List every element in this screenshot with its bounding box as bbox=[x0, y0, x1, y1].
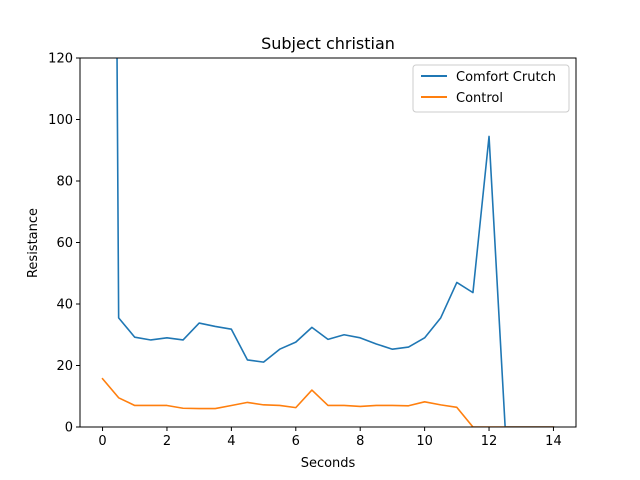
legend-box bbox=[412, 64, 570, 113]
x-tick-label: 2 bbox=[163, 434, 171, 449]
legend-label-comfort-crutch: Comfort Crutch bbox=[456, 70, 556, 85]
plot-area-frame bbox=[79, 57, 577, 428]
x-tick-label: 6 bbox=[292, 434, 300, 449]
y-tick-label: 60 bbox=[56, 236, 73, 251]
series-lines bbox=[101, 58, 555, 427]
y-tick-label: 40 bbox=[56, 298, 73, 313]
y-tick-label: 0 bbox=[65, 421, 73, 436]
x-axis-ticks: 0 2 4 6 8 10 12 14 bbox=[98, 427, 562, 449]
series-line-comfort-crutch bbox=[116, 58, 555, 427]
x-tick-label: 0 bbox=[98, 434, 106, 449]
legend-label-control: Control bbox=[456, 91, 503, 106]
y-axis-label: Resistance bbox=[26, 208, 41, 278]
series-line-control bbox=[101, 377, 555, 427]
x-tick-label: 10 bbox=[416, 434, 433, 449]
y-tick-label: 120 bbox=[48, 52, 73, 67]
legend: Comfort Crutch Control bbox=[412, 64, 570, 113]
y-axis-ticks: 0 20 40 60 80 100 120 bbox=[48, 52, 80, 436]
x-tick-label: 14 bbox=[545, 434, 562, 449]
y-tick-label: 80 bbox=[56, 175, 73, 190]
y-tick-label: 100 bbox=[48, 113, 73, 128]
y-tick-label: 20 bbox=[56, 359, 73, 374]
x-tick-label: 4 bbox=[227, 434, 235, 449]
x-tick-label: 12 bbox=[481, 434, 498, 449]
x-axis-label: Seconds bbox=[301, 456, 356, 471]
x-tick-label: 8 bbox=[356, 434, 364, 449]
chart-title: Subject christian bbox=[261, 34, 395, 53]
